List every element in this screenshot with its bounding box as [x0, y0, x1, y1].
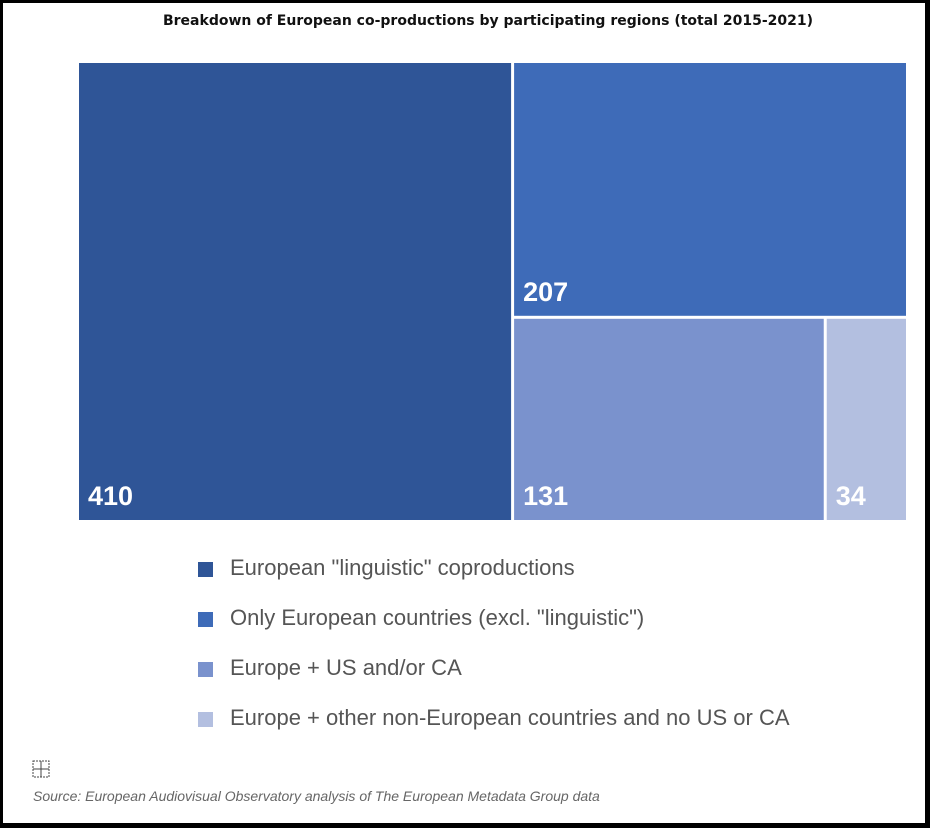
tile-europe-us-ca: [514, 318, 824, 520]
legend-swatch: [198, 562, 213, 577]
legend-label: Europe + other non-European countries an…: [230, 705, 790, 730]
legend-swatch: [198, 712, 213, 727]
source-note: Source: European Audiovisual Observatory…: [33, 788, 600, 804]
tile-value-label: 410: [88, 481, 133, 511]
legend-label: Only European countries (excl. "linguist…: [230, 605, 645, 630]
tile-linguistic: [79, 63, 512, 520]
legend-label: Europe + US and/or CA: [230, 655, 462, 680]
tile-only-european: [514, 63, 906, 316]
tile-europe-other: [826, 318, 906, 520]
legend-swatch: [198, 662, 213, 677]
tile-value-label: 131: [523, 481, 568, 511]
grid-icon: [32, 760, 50, 778]
treemap: 410 207 131 34: [79, 63, 906, 520]
legend-swatch: [198, 612, 213, 627]
chart-title: Breakdown of European co-productions by …: [162, 13, 813, 29]
tile-value-label: 207: [523, 277, 568, 307]
chart-frame: Breakdown of European co-productions by …: [3, 3, 925, 823]
legend-label: European "linguistic" coproductions: [230, 555, 575, 580]
tile-value-label: 34: [836, 481, 866, 511]
